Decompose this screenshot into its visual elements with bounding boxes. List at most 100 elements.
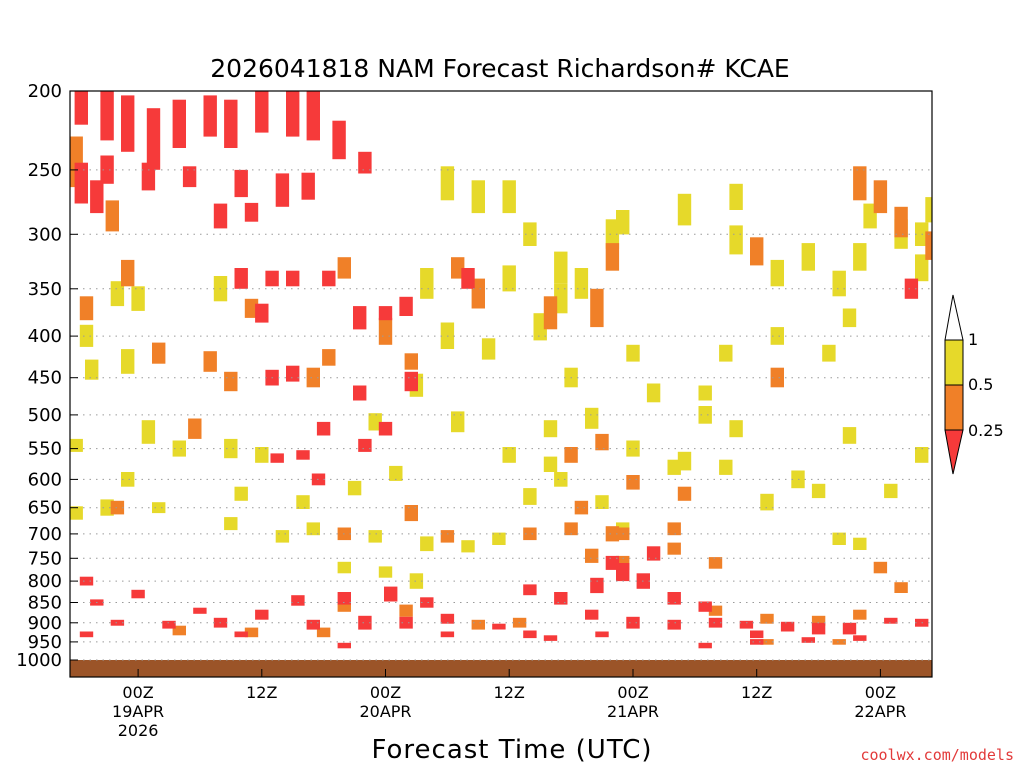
heatmap-cell — [275, 530, 290, 543]
y-tick-label: 700 — [28, 524, 62, 545]
heatmap-cell — [193, 607, 207, 614]
heatmap-cell — [564, 447, 578, 463]
heatmap-cell — [523, 630, 537, 639]
heatmap-cell — [760, 493, 774, 511]
heatmap-cell — [873, 180, 888, 214]
heatmap-cell — [574, 268, 589, 299]
heatmap-cell — [884, 483, 898, 499]
y-tick-label: 1000 — [16, 650, 62, 671]
heatmap-cell — [224, 438, 238, 459]
y-tick-label: 800 — [28, 571, 62, 592]
heatmap-cell — [420, 597, 434, 608]
heatmap-cell — [234, 486, 248, 501]
heatmap-cell — [131, 286, 145, 311]
heatmap-cell — [378, 317, 393, 345]
heatmap-cell — [543, 420, 558, 438]
heatmap-cell — [378, 566, 393, 578]
heatmap-cell — [894, 582, 908, 593]
heatmap-cell — [74, 162, 88, 204]
heatmap-cell — [822, 344, 836, 362]
chart-title: 2026041818 NAM Forecast Richardson# KCAE — [210, 54, 789, 83]
heatmap-cell — [842, 622, 857, 635]
heatmap-cell — [595, 495, 609, 509]
heatmap-cell — [915, 447, 929, 463]
heatmap-cell — [698, 642, 712, 649]
heatmap-cell — [255, 447, 269, 463]
heatmap-cell — [832, 270, 846, 297]
heatmap-cell — [409, 573, 424, 589]
heatmap-cell — [203, 351, 217, 372]
y-tick-label: 600 — [28, 469, 62, 490]
heatmap-cell — [585, 407, 599, 429]
heatmap-cell — [595, 433, 609, 451]
heatmap-cell — [337, 642, 351, 649]
heatmap-cell — [863, 203, 877, 229]
heatmap-cell — [801, 243, 815, 271]
heatmap-cell — [399, 604, 413, 617]
source-credit: coolwx.com/models — [860, 746, 1014, 764]
heatmap-cell — [750, 639, 764, 645]
heatmap-cell — [399, 296, 413, 316]
heatmap-cell — [440, 530, 455, 543]
heatmap-cell — [121, 472, 135, 487]
heatmap-cell — [440, 631, 455, 638]
heatmap-cell — [440, 613, 455, 624]
y-tick-label: 750 — [28, 548, 62, 569]
heatmap-cell — [105, 200, 119, 232]
colorbar-label-0.25: 0.25 — [968, 421, 1004, 440]
x-axis-title: Forecast Time (UTC) — [371, 735, 652, 765]
heatmap-cell — [399, 616, 413, 629]
heatmap-cell — [492, 532, 506, 545]
heatmap-cell — [523, 222, 537, 246]
heatmap-cell — [471, 180, 485, 214]
x-tick-label: 21APR — [607, 702, 659, 721]
heatmap-cell — [85, 359, 99, 380]
colorbar-bottom-arrow — [944, 429, 964, 475]
heatmap-cell — [667, 619, 681, 630]
heatmap-cell — [141, 162, 156, 191]
heatmap-cell — [554, 283, 568, 314]
heatmap-cell — [729, 225, 743, 255]
heatmap-cell — [667, 592, 681, 605]
heatmap-cell — [244, 627, 259, 638]
y-tick-label: 350 — [28, 279, 62, 300]
heatmap-cell — [286, 365, 300, 382]
heatmap-cell — [172, 99, 186, 148]
heatmap-cell — [884, 617, 898, 624]
heatmap-cell — [100, 155, 114, 184]
heatmap-cell — [543, 296, 558, 330]
heatmap-cell — [265, 270, 279, 287]
heatmap-cell — [708, 605, 723, 616]
heatmap-cell — [100, 91, 114, 141]
heatmap-cell — [244, 202, 259, 222]
heatmap-cell — [286, 270, 300, 287]
heatmap-cell — [244, 298, 259, 318]
heatmap-cell — [255, 91, 269, 133]
x-tick-label: 2026 — [118, 721, 159, 740]
heatmap-cell — [523, 488, 537, 505]
heatmap-cell — [780, 621, 795, 632]
heatmap-cell — [451, 411, 465, 433]
heatmap-cell — [708, 557, 723, 569]
colorbar-swatch-mid — [944, 384, 964, 431]
heatmap-cell — [590, 577, 604, 594]
heatmap-cell — [337, 601, 351, 612]
heatmap-cell — [853, 166, 867, 201]
heatmap-cell — [616, 210, 630, 235]
heatmap-cell — [904, 278, 919, 299]
heatmap-cell — [770, 259, 784, 287]
ground-band — [70, 660, 932, 677]
x-tick-label: 12Z — [741, 683, 772, 702]
heatmap-cell — [667, 542, 681, 555]
heatmap-cell — [404, 353, 418, 370]
heatmap-cell — [719, 344, 733, 362]
x-tick-label: 00Z — [865, 683, 896, 702]
heatmap-cell — [925, 231, 932, 260]
heatmap-cell — [770, 327, 784, 345]
heatmap-cell — [750, 630, 764, 639]
heatmap-cell — [152, 502, 166, 514]
heatmap-cell — [110, 619, 125, 626]
heatmap-cell — [440, 166, 455, 201]
colorbar-top-arrow — [944, 294, 964, 341]
